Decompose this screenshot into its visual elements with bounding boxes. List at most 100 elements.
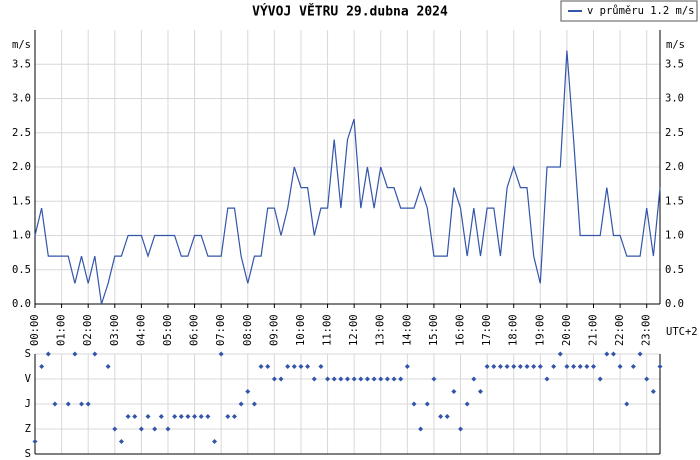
legend-box xyxy=(560,0,698,22)
direction-point xyxy=(517,364,523,369)
x-tick-label: 02:00 xyxy=(82,314,94,346)
y-tick-label: 0.5 xyxy=(12,264,31,276)
x-tick-label: 09:00 xyxy=(268,314,280,346)
legend-label: v průměru 1.2 m/s xyxy=(587,5,694,17)
direction-point xyxy=(118,439,124,444)
direction-point xyxy=(591,364,597,369)
direction-point xyxy=(484,364,490,369)
direction-point xyxy=(398,376,404,382)
direction-point xyxy=(105,364,111,369)
direction-point xyxy=(32,439,38,444)
y-axis-label: m/s xyxy=(12,39,31,51)
direction-point xyxy=(79,401,85,407)
direction-point xyxy=(172,414,178,419)
direction-point xyxy=(271,376,277,382)
y-tick-label: 3.5 xyxy=(12,58,31,70)
x-tick-label: 03:00 xyxy=(109,314,121,346)
y2-tick-label: 0.5 xyxy=(665,264,684,276)
direction-point xyxy=(551,364,557,369)
direction-point xyxy=(305,364,311,369)
x-tick-label: 16:00 xyxy=(455,314,467,346)
direction-point xyxy=(544,376,550,382)
direction-point xyxy=(285,364,291,369)
direction-point xyxy=(364,376,370,382)
direction-point xyxy=(404,364,410,369)
direction-point xyxy=(165,426,171,432)
y-tick-label: S xyxy=(25,348,31,360)
y-tick-label: 2.5 xyxy=(12,127,31,139)
direction-point xyxy=(212,439,218,444)
x-tick-label: 22:00 xyxy=(614,314,626,346)
direction-point xyxy=(138,426,144,432)
direction-point xyxy=(411,401,417,407)
x-tick-label: 18:00 xyxy=(508,314,520,346)
y-tick-label: Z xyxy=(25,423,31,435)
direction-point xyxy=(185,414,191,419)
direction-point xyxy=(444,414,450,419)
direction-point xyxy=(218,351,224,357)
x-tick-label: 00:00 xyxy=(29,314,41,346)
direction-point xyxy=(325,376,331,382)
direction-point xyxy=(251,401,257,407)
direction-point xyxy=(504,364,510,369)
direction-point xyxy=(424,401,430,407)
direction-point xyxy=(491,364,497,369)
x-tick-label: 19:00 xyxy=(534,314,546,346)
direction-point xyxy=(245,389,251,394)
direction-point xyxy=(644,376,650,382)
direction-point xyxy=(477,389,483,394)
y-tick-label: S xyxy=(25,448,31,460)
direction-point xyxy=(537,364,543,369)
direction-point xyxy=(65,401,71,407)
x-tick-label: 11:00 xyxy=(322,314,334,346)
direction-point xyxy=(464,401,470,407)
y-tick-label: V xyxy=(25,373,32,385)
direction-point xyxy=(604,351,610,357)
x-tick-label: 13:00 xyxy=(375,314,387,346)
x-tick-label: 07:00 xyxy=(215,314,227,346)
direction-point xyxy=(378,376,384,382)
y2-tick-label: 3.0 xyxy=(665,93,684,105)
y2-tick-label: 3.5 xyxy=(665,58,684,70)
direction-point xyxy=(438,414,444,419)
direction-point xyxy=(391,376,397,382)
x-tick-label: 08:00 xyxy=(242,314,254,346)
direction-point xyxy=(384,376,390,382)
direction-point xyxy=(624,401,630,407)
direction-point xyxy=(331,376,337,382)
direction-point xyxy=(577,364,583,369)
x-tick-label: 14:00 xyxy=(401,314,413,346)
y-tick-label: 1.0 xyxy=(12,230,31,242)
y2-tick-label: 1.0 xyxy=(665,230,684,242)
direction-point xyxy=(511,364,517,369)
direction-point xyxy=(238,401,244,407)
x-tick-label: 04:00 xyxy=(135,314,147,346)
y2-tick-label: 2.5 xyxy=(665,127,684,139)
direction-point xyxy=(371,376,377,382)
direction-point xyxy=(345,376,350,382)
chart-title: VÝVOJ VĚTRU 29.dubna 2024 xyxy=(252,4,448,20)
y-tick-label: 1.5 xyxy=(12,195,31,207)
data-line xyxy=(34,50,661,305)
direction-point xyxy=(650,389,656,394)
y-tick-label: 3.0 xyxy=(12,93,31,105)
direction-point xyxy=(471,376,477,382)
direction-point xyxy=(338,376,344,382)
direction-point xyxy=(225,414,231,419)
x-tick-label: 10:00 xyxy=(295,314,307,346)
x-tick-label: 20:00 xyxy=(561,314,573,346)
x-tick-label: 12:00 xyxy=(348,314,360,346)
direction-point xyxy=(557,351,563,357)
direction-point xyxy=(291,364,297,369)
direction-point xyxy=(45,351,51,357)
direction-point xyxy=(85,401,91,407)
direction-point xyxy=(358,376,364,382)
direction-point xyxy=(112,426,118,432)
direction-point xyxy=(258,364,264,369)
direction-point xyxy=(145,414,151,419)
x-tick-label: 21:00 xyxy=(588,314,600,346)
x-axis-label: UTC+2 xyxy=(666,326,698,338)
direction-point xyxy=(178,414,184,419)
direction-point xyxy=(351,376,357,382)
